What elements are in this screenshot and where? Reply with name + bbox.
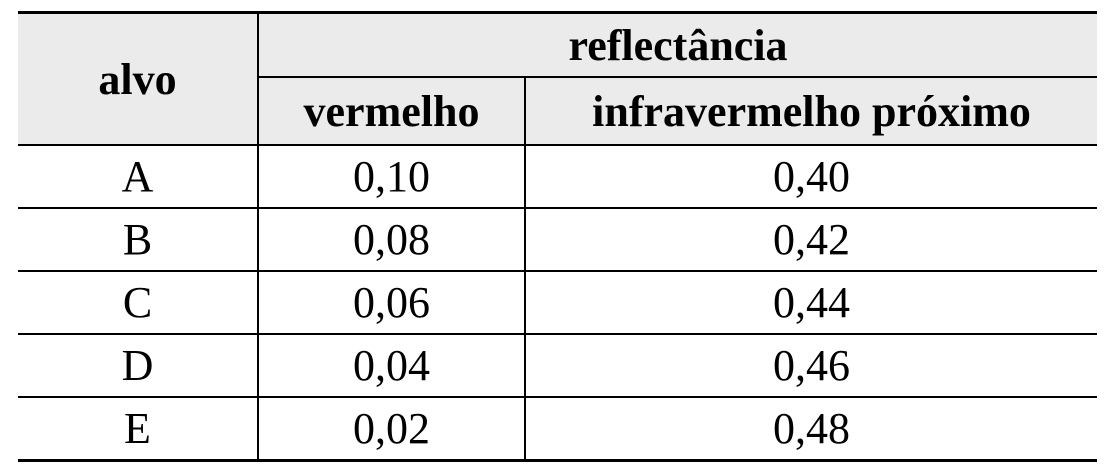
- table-cell: 0,02: [258, 396, 526, 462]
- table-cell: 0,46: [525, 333, 1098, 397]
- table-cell: 0,08: [258, 207, 526, 271]
- header-row: vermelho infravermelho próximo: [18, 77, 1098, 146]
- table-body: A 0,10 0,40 B 0,08 0,42 C 0,06 0,44 D 0,04 0,46 E 0,0…: [18, 144, 1098, 462]
- table-row: B 0,08 0,42: [18, 207, 1098, 271]
- table-cell: 0,42: [525, 207, 1098, 271]
- header-row: alvo reflectância: [18, 11, 1098, 145]
- header-cell: alvo: [18, 11, 259, 145]
- table-row: D 0,04 0,46: [18, 333, 1098, 397]
- table-cell: B: [18, 207, 259, 271]
- table-cell: 0,06: [258, 270, 526, 334]
- header-cell: infravermelho próximo: [525, 77, 1098, 146]
- table-row: A 0,10 0,40: [18, 144, 1098, 208]
- reflectance-table: alvo reflectância vermelho infravermelho…: [18, 11, 1098, 462]
- table-cell: A: [18, 144, 259, 208]
- table-cell: 0,48: [525, 396, 1098, 462]
- table-cell: D: [18, 333, 259, 397]
- header-group-cell: reflectância: [258, 11, 1098, 78]
- table-cell: 0,10: [258, 144, 526, 208]
- header-cell: vermelho: [258, 77, 526, 146]
- table-cell: 0,44: [525, 270, 1098, 334]
- table-cell: E: [18, 396, 259, 462]
- table-cell: 0,04: [258, 333, 526, 397]
- table-header: alvo reflectância vermelho infravermelho…: [18, 11, 1098, 146]
- table-row: C 0,06 0,44: [18, 270, 1098, 334]
- table-cell: 0,40: [525, 144, 1098, 208]
- table-row: E 0,02 0,48: [18, 396, 1098, 462]
- table-cell: C: [18, 270, 259, 334]
